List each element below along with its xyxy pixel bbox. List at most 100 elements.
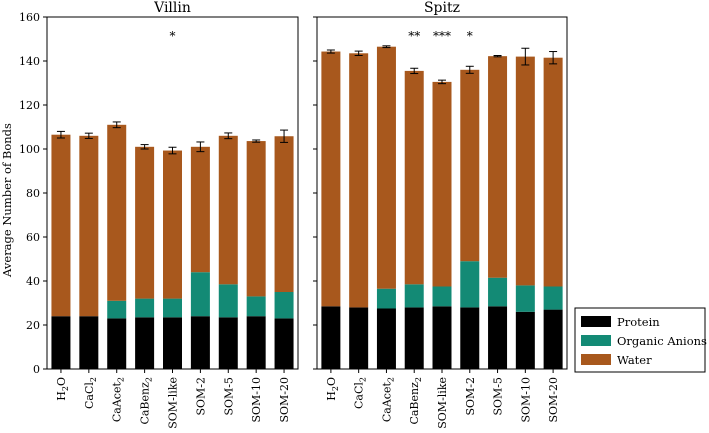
- bar-segment-organic-anions: [274, 292, 294, 319]
- legend-swatch-protein: [581, 316, 611, 327]
- x-tick-label: SOM-20: [278, 377, 291, 423]
- y-tick-label: 100: [19, 143, 40, 156]
- bar-segment-organic-anions: [107, 300, 127, 319]
- y-tick-label: 120: [19, 99, 40, 112]
- x-tick-label: CaCl2: [353, 377, 368, 409]
- bar-segment-organic-anions: [404, 284, 424, 308]
- error-bar: [252, 139, 261, 143]
- bar-segment-organic-anions: [460, 261, 480, 308]
- error-bar: [224, 132, 233, 140]
- y-tick-label: 60: [26, 231, 40, 244]
- bar-segment-protein: [107, 318, 127, 369]
- x-tick-label: SOM-like: [167, 377, 180, 429]
- error-bar: [168, 146, 177, 155]
- error-bar: [549, 51, 558, 65]
- bar-segment-organic-anions: [432, 286, 452, 307]
- error-bar: [493, 55, 502, 58]
- error-bar: [112, 121, 121, 129]
- legend: Protein Organic Anions Water: [574, 307, 707, 373]
- x-tick-label: SOM-10: [250, 377, 263, 423]
- significance-marker: *: [467, 29, 473, 43]
- bar-segment-protein: [321, 306, 341, 369]
- x-tick-label: CaAcet2: [111, 377, 126, 422]
- error-bar: [280, 129, 289, 143]
- bar-segment-protein: [246, 316, 266, 369]
- bar-segment-organic-anions: [163, 298, 182, 318]
- x-tick-label: SOM-5: [492, 377, 505, 416]
- bar-segment-water: [135, 146, 155, 299]
- legend-swatch-organic-anions: [581, 335, 611, 346]
- panel-title: Spitz: [424, 0, 460, 16]
- bar-segment-water: [79, 135, 99, 317]
- x-tick-label: H2O: [55, 377, 70, 401]
- x-tick-label: CaAcet2: [380, 377, 395, 422]
- error-bar: [84, 132, 93, 139]
- bar-segment-water: [321, 51, 341, 307]
- bar-segment-protein: [543, 309, 563, 369]
- bar-segment-water: [432, 81, 452, 287]
- x-tick-label: SOM-2: [194, 377, 207, 416]
- x-tick-label: CaBenz2: [139, 377, 154, 425]
- bar-segment-water: [107, 124, 127, 301]
- bar-segment-water: [460, 69, 480, 262]
- bar-segment-water: [274, 136, 294, 292]
- bar-segment-protein: [135, 317, 155, 369]
- bar-segment-water: [163, 150, 182, 299]
- legend-label: Organic Anions: [617, 334, 707, 348]
- panel-frame: [316, 16, 568, 370]
- bar-segment-protein: [218, 317, 238, 369]
- bar-segment-organic-anions: [218, 284, 238, 318]
- bar-segment-organic-anions: [488, 277, 508, 307]
- bar-segment-water: [376, 46, 396, 289]
- bar-segment-organic-anions: [135, 298, 155, 318]
- panel-title: Villin: [153, 0, 191, 16]
- x-tick-label: CaCl2: [83, 377, 98, 409]
- bar-segment-protein: [79, 316, 99, 369]
- y-tick-label: 40: [26, 275, 40, 288]
- bar-segment-protein: [515, 311, 535, 369]
- y-tick-label: 140: [19, 55, 40, 68]
- x-tick-label: SOM-like: [436, 377, 449, 429]
- bar-segment-water: [190, 146, 210, 273]
- x-tick-label: SOM-10: [519, 377, 532, 423]
- significance-marker: *: [170, 29, 176, 43]
- legend-swatch-water: [581, 354, 611, 365]
- legend-label: Protein: [617, 315, 660, 329]
- panel-spitz: Spitz H2O CaCl2 CaAcet2 ** CaBenz2 *** SOM-like…: [313, 0, 568, 429]
- panel-villin: Villin H2O CaCl2 CaAcet2 CaBenz2 * SOM-like SOM…: [19, 0, 299, 429]
- error-bar: [465, 65, 474, 74]
- legend-label: Water: [617, 353, 652, 367]
- error-bar: [56, 130, 65, 139]
- significance-marker: ***: [433, 29, 451, 43]
- bar-segment-protein: [404, 307, 424, 369]
- bar-segment-water: [246, 141, 266, 297]
- bar-segment-protein: [163, 317, 182, 369]
- error-bar: [382, 45, 391, 49]
- bar-segment-protein: [190, 316, 210, 369]
- x-tick-label: SOM-20: [547, 377, 560, 423]
- x-tick-label: CaBenz2: [408, 377, 423, 425]
- bar-segment-protein: [432, 306, 452, 369]
- bar-segment-water: [349, 53, 369, 308]
- bar-segment-protein: [51, 316, 71, 369]
- panel-frame: [46, 16, 299, 370]
- bar-segment-water: [543, 57, 563, 287]
- y-tick-label: 160: [19, 11, 40, 24]
- significance-marker: **: [408, 29, 420, 43]
- y-tick-label: 20: [26, 319, 40, 332]
- y-axis-title: Average Number of Bonds: [0, 123, 14, 278]
- error-bar: [438, 79, 446, 85]
- bar-segment-water: [51, 134, 71, 317]
- bar-segment-protein: [488, 306, 508, 369]
- bar-segment-organic-anions: [190, 272, 210, 317]
- error-bar: [521, 47, 530, 66]
- bar-segment-protein: [376, 308, 396, 369]
- bar-segment-organic-anions: [376, 288, 396, 309]
- y-tick-label: 0: [33, 363, 40, 376]
- bar-segment-organic-anions: [246, 296, 266, 317]
- bar-segment-protein: [349, 307, 369, 369]
- x-tick-label: SOM-5: [222, 377, 235, 416]
- x-tick-label: SOM-2: [464, 377, 477, 416]
- bar-segment-organic-anions: [515, 285, 535, 312]
